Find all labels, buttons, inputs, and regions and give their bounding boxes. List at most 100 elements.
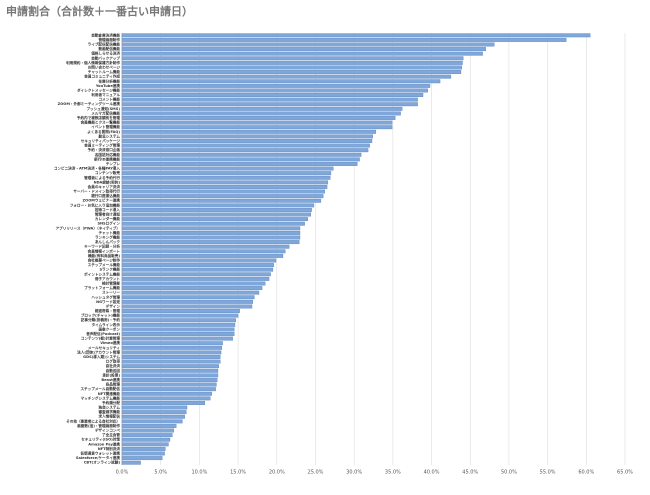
bar bbox=[121, 235, 301, 240]
y-tick-label: 画像クーポン bbox=[98, 326, 120, 331]
x-tick-label: 50.0% bbox=[501, 470, 517, 476]
bar bbox=[121, 253, 284, 258]
bar bbox=[121, 157, 360, 162]
y-tick-label: 各国語対応機能 bbox=[94, 152, 121, 157]
y-tick-label: Salesforce/ケータイ連携 bbox=[76, 455, 120, 460]
y-tick-label: 管理画面制作 bbox=[98, 37, 120, 42]
bar bbox=[121, 355, 221, 359]
y-tick-label: コメント機能 bbox=[98, 97, 120, 102]
y-tick-label: Amazon Pay連携 bbox=[88, 441, 120, 446]
bar bbox=[121, 446, 166, 451]
y-tick-label: 会員情報インポート bbox=[87, 248, 121, 253]
bar bbox=[121, 56, 464, 61]
bar bbox=[121, 304, 253, 309]
bar bbox=[121, 332, 235, 336]
bar bbox=[121, 368, 219, 373]
bar bbox=[121, 74, 452, 79]
bar bbox=[121, 423, 177, 428]
y-tick-label: チャットルーム機能 bbox=[88, 69, 121, 74]
bar bbox=[121, 175, 331, 180]
bar bbox=[121, 134, 373, 139]
y-tick-label: NDA締結(契約) bbox=[94, 179, 121, 184]
bar bbox=[121, 83, 431, 88]
y-tick-label: 価格しらせる決済 bbox=[90, 51, 120, 56]
bar bbox=[121, 226, 301, 231]
y-tick-label: 予約順分配 bbox=[102, 400, 120, 405]
y-tick-label: ログ取得 bbox=[106, 359, 121, 364]
y-tick-label: 機能(有料商品販売) bbox=[88, 253, 120, 258]
bar bbox=[121, 378, 218, 382]
y-tick-label: 冊子アカウント bbox=[95, 276, 121, 281]
bar bbox=[121, 185, 328, 189]
bar bbox=[121, 171, 332, 176]
y-tick-label: コンテンツ販売 bbox=[95, 170, 121, 175]
bar bbox=[121, 143, 370, 148]
bar bbox=[121, 281, 266, 286]
bar bbox=[121, 116, 396, 120]
bar bbox=[121, 373, 219, 378]
y-tick-label: 招待コード導入 bbox=[95, 207, 121, 212]
y-tick-label: Beast連携 bbox=[101, 377, 120, 382]
y-tick-label: プラットフォーム機能 bbox=[84, 285, 120, 290]
bar bbox=[121, 286, 263, 291]
bar bbox=[121, 263, 274, 268]
bar bbox=[121, 391, 212, 396]
y-tick-label: 会員コミュニティ作成 bbox=[83, 74, 120, 79]
y-tick-label: プッシュ通知(SMS) bbox=[86, 106, 120, 111]
bar bbox=[121, 198, 322, 203]
bar bbox=[121, 318, 236, 323]
bar bbox=[121, 345, 223, 350]
y-tick-label: テンプレ bbox=[106, 161, 121, 166]
y-tick-label: ステップメール自動配信 bbox=[80, 386, 120, 391]
y-tick-label: 商品管理 bbox=[106, 382, 121, 387]
bar bbox=[121, 70, 462, 75]
bar bbox=[121, 295, 255, 300]
bar bbox=[121, 162, 358, 166]
bar bbox=[121, 350, 222, 355]
y-tick-label: 自動巡回 bbox=[106, 368, 121, 373]
y-tick-label: 勤怠システム bbox=[99, 133, 121, 138]
bar bbox=[121, 60, 463, 65]
y-tick-label: 了全主会管 bbox=[102, 432, 120, 437]
y-tick-label: アプリリリース（PWA）（ネイティブ） bbox=[56, 225, 120, 230]
y-tick-label: コンビニ決済・ATM決済・各種PAY導入 bbox=[54, 166, 121, 171]
bar bbox=[121, 442, 169, 447]
bar bbox=[121, 267, 274, 272]
bar bbox=[121, 382, 217, 387]
bar bbox=[121, 451, 165, 456]
y-tick-label: 記事分類(投稿用)・予約 bbox=[81, 317, 121, 322]
y-tick-label: デザインコンペ bbox=[95, 428, 121, 433]
y-tick-label: あんしんパック bbox=[95, 239, 121, 244]
x-tick-label: 25.0% bbox=[308, 470, 324, 476]
bar bbox=[121, 120, 393, 125]
y-tick-label: GDS(導入期)システム bbox=[83, 354, 120, 359]
x-tick-label: 60.0% bbox=[578, 470, 594, 476]
y-tick-label: チャット機能 bbox=[98, 230, 120, 235]
bar bbox=[121, 125, 393, 130]
y-tick-label: CBT(オンライン試験) bbox=[84, 460, 121, 465]
bar bbox=[121, 129, 377, 134]
y-tick-label: コンテンツ(都)計算管理 bbox=[81, 336, 121, 341]
y-tick-label: ストーリー bbox=[102, 290, 120, 295]
y-tick-label: 自社決済 bbox=[106, 363, 121, 368]
y-tick-label: Sランク機能 bbox=[99, 267, 120, 272]
y-tick-label: フォロー・お気に入り追加機能 bbox=[70, 202, 121, 207]
bar bbox=[121, 148, 369, 153]
x-tick-label: 0.0% bbox=[116, 470, 129, 476]
bar bbox=[121, 437, 171, 442]
y-tick-label: メールセキュリティ bbox=[88, 345, 120, 350]
y-tick-label: ハッシュタグ管理 bbox=[91, 294, 120, 299]
bar bbox=[121, 364, 219, 369]
y-tick-label: 予約・決済窓口企画 bbox=[88, 147, 121, 152]
bar bbox=[121, 217, 308, 222]
bar bbox=[121, 322, 236, 327]
bar bbox=[121, 460, 141, 465]
y-tick-label: NGワード設定 bbox=[96, 299, 120, 304]
y-tick-label: セキュリティ(ISO)対策 bbox=[81, 437, 120, 442]
y-tick-label: ブロック(チャット)機能 bbox=[81, 313, 121, 318]
bar bbox=[121, 456, 163, 461]
x-tick-label: 35.0% bbox=[385, 470, 401, 476]
bar bbox=[121, 221, 305, 226]
y-tick-label: 自動倉庫決済機能 bbox=[91, 32, 120, 37]
